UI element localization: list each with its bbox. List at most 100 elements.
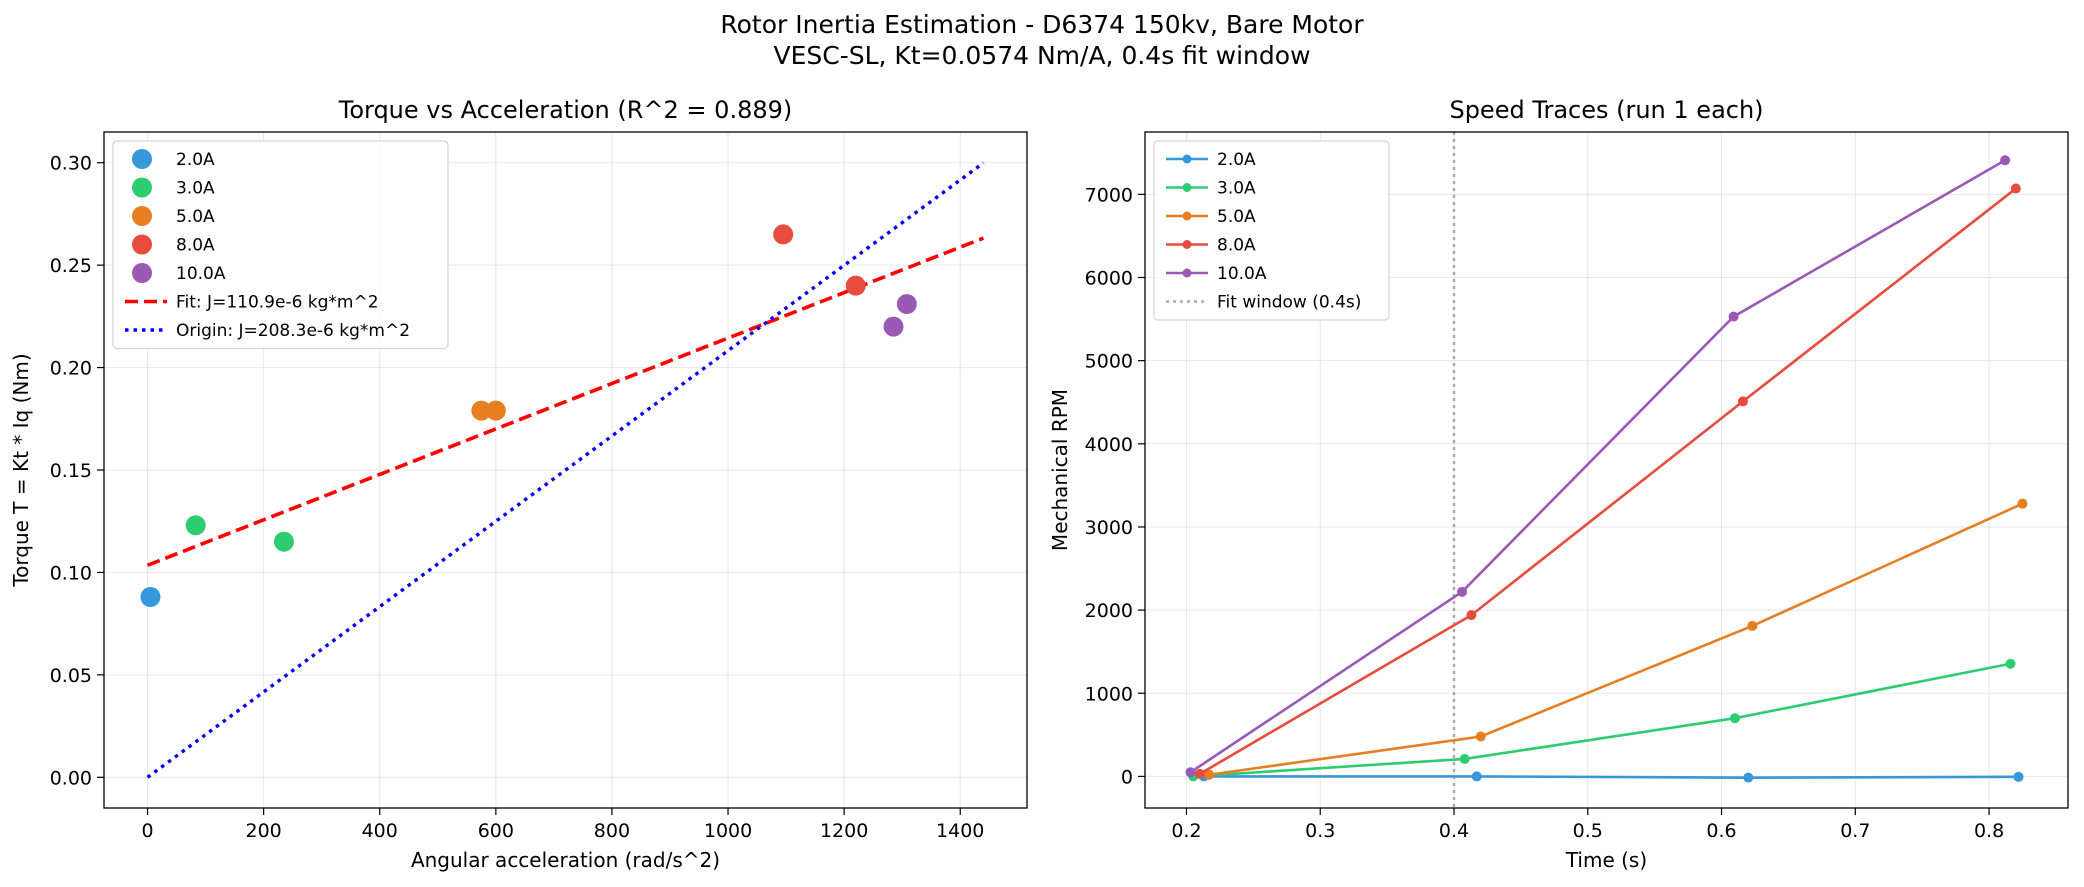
legend: 2.0A 3.0A 5.0A 8.0A 10.0A Fit: J=110.9e-6 kg*… [112,140,449,350]
legend-marker [132,177,152,198]
legend-marker [1182,211,1192,221]
series-marker [1728,311,1739,322]
legend-label: 10.0A [176,264,226,284]
scatter-point [845,275,866,296]
legend-label: 2.0A [1217,150,1256,170]
legend-marker [1182,154,1192,164]
x-axis-label: Time (s) [1565,848,1647,872]
x-tick-label: 0.5 [1573,820,1603,842]
y-tick-label: 0.25 [50,255,92,277]
series-marker [1204,769,1215,780]
series-marker [2010,183,2021,194]
legend-box [112,140,449,350]
y-tick-label: 0.05 [50,665,92,687]
y-tick-label: 0 [1121,766,1133,788]
scatter-point [273,531,294,552]
scatter-point [185,515,206,536]
y-tick-label: 5000 [1085,351,1133,373]
y-axis-label: Mechanical RPM [1048,389,1072,551]
series-line [1193,662,2011,778]
series-marker [1743,772,1754,783]
y-axis-label: Torque T = Kt * Iq (Nm) [9,353,33,587]
series-marker [1457,586,1468,597]
figure-title-line1: Rotor Inertia Estimation - D6374 150kv, … [720,10,1364,39]
series-marker [1475,731,1486,742]
x-tick-label: 0.7 [1840,820,1870,842]
y-tick-label: 7000 [1085,184,1133,206]
legend-label: 3.0A [176,179,215,199]
legend-label: Fit window (0.4s) [1217,293,1361,313]
x-tick-label: 200 [246,820,282,842]
origin-fit-line [146,161,985,779]
scatter-point [471,400,492,421]
legend-marker [132,263,152,283]
legend-label: 2.0A [176,150,215,170]
legend-marker [132,234,152,255]
legend-label: Origin: J=208.3e-6 kg*m^2 [176,321,410,341]
legend-marker [132,206,152,226]
torque-vs-acceleration-panel: 0 200 400 600 800 1000 1200 1400 0.00 0.05 0.10 0.1… [9,96,1028,872]
scatter-point [773,224,794,245]
legend-label: Fit: J=110.9e-6 kg*m^2 [176,293,379,313]
series-marker [1185,767,1196,778]
x-tick-label: 1200 [820,820,868,842]
x-tick-label: 0.2 [1171,820,1201,842]
figure-title-line2: VESC-SL, Kt=0.0574 Nm/A, 0.4s fit window [773,41,1310,70]
legend-label: 5.0A [176,207,215,227]
scatter-point [140,587,161,608]
y-tick-label: 0.20 [50,358,92,380]
x-tick-label: 1400 [936,820,984,842]
plot-data [1185,132,2028,808]
x-tick-label: 0.6 [1706,820,1736,842]
series-marker [2013,771,2024,782]
series-marker [1729,713,1740,724]
series-marker [1194,768,1205,779]
plot-data [140,161,985,779]
y-tick-label: 1000 [1085,683,1133,705]
series-line [1199,187,2017,776]
series-marker [2005,658,2016,669]
scatter-point [896,294,917,315]
x-axis-label: Angular acceleration (rad/s^2) [411,848,720,872]
x-tick-label: 1000 [704,820,752,842]
y-tick-label: 0.10 [50,562,92,584]
series-marker [2017,498,2028,509]
legend: 2.0A 3.0A 5.0A 8.0A 10.0A Fit window (0.4s) [1153,140,1390,321]
x-tick-label: 400 [362,820,398,842]
legend-marker [1182,240,1192,249]
series-marker [1466,610,1477,621]
legend-label: 5.0A [1217,207,1256,227]
legend-box [1153,140,1390,321]
panel-title: Torque vs Acceleration (R^2 = 0.889) [338,96,793,124]
y-tick-label: 0.15 [50,460,92,482]
x-tick-label: 0.3 [1305,820,1335,842]
series-marker [1737,396,1748,407]
y-tick-label: 4000 [1085,434,1133,456]
x-tick-label: 0 [141,820,153,842]
x-tick-label: 800 [594,820,630,842]
y-tick-label: 2000 [1085,600,1133,622]
series-marker [1459,753,1470,764]
y-tick-label: 0.30 [50,153,92,175]
speed-traces-panel: 0.2 0.3 0.4 0.5 0.6 0.7 0.8 0 1000 2000 3000 4000 50… [1048,96,2069,872]
legend-label: 10.0A [1217,264,1267,284]
x-tick-label: 600 [478,820,514,842]
series-line [1209,502,2024,777]
y-tick-label: 0.00 [50,767,92,789]
axes-frame [1144,131,2069,809]
series-marker [1471,771,1482,782]
scatter-point [883,316,904,337]
x-tick-label: 0.4 [1439,820,1469,842]
series-marker [2000,155,2011,166]
regression-fit-line [146,236,985,567]
x-tick-label: 0.8 [1974,820,2004,842]
series-line [1203,775,2019,779]
legend-label: 8.0A [176,236,215,256]
y-tick-label: 6000 [1085,268,1133,290]
scatter-point [485,400,506,421]
y-tick-label: 3000 [1085,517,1133,539]
legend-label: 3.0A [1217,179,1256,199]
legend-label: 8.0A [1217,236,1256,256]
legend-marker [1182,183,1192,192]
